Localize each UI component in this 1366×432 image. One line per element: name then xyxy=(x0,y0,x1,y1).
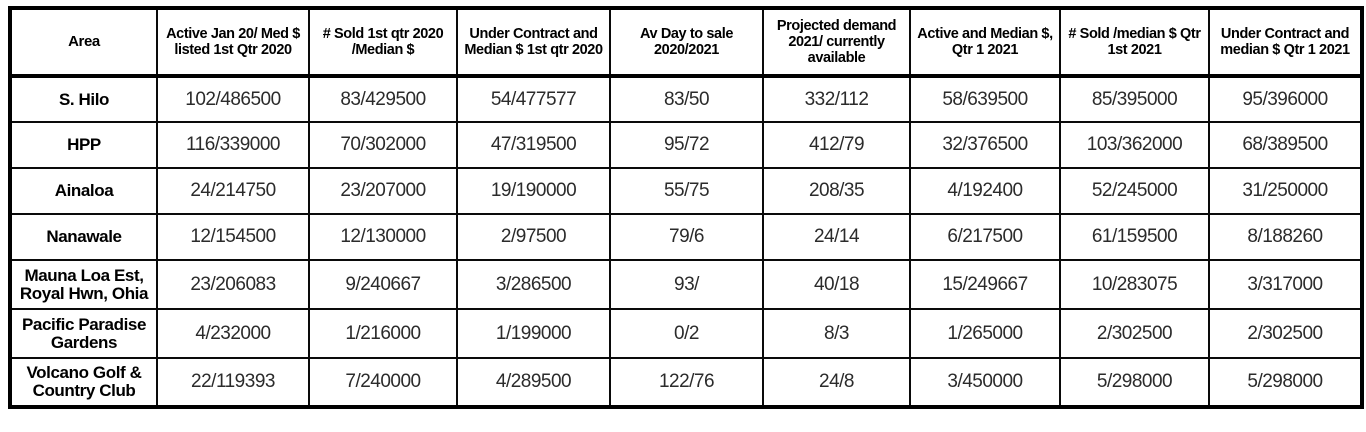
data-cell: 3/286500 xyxy=(456,259,611,310)
data-cell: 4/232000 xyxy=(156,308,310,359)
table-header: Area Active Jan 20/ Med $ listed 1st Qtr… xyxy=(9,7,1363,77)
data-cell: 24/214750 xyxy=(156,167,310,215)
area-cell: HPP xyxy=(9,121,158,169)
data-cell: 1/265000 xyxy=(909,308,1061,359)
column-header-under-contract-2020: Under Contract and Median $ 1st qtr 2020 xyxy=(456,7,611,77)
data-cell: 412/79 xyxy=(762,121,911,169)
area-cell: S. Hilo xyxy=(9,75,158,123)
data-cell: 122/76 xyxy=(609,357,764,408)
data-cell: 7/240000 xyxy=(308,357,458,408)
data-cell: 3/450000 xyxy=(909,357,1061,408)
data-cell: 47/319500 xyxy=(456,121,611,169)
data-cell: 4/192400 xyxy=(909,167,1061,215)
data-cell: 22/119393 xyxy=(156,357,310,408)
data-cell: 15/249667 xyxy=(909,259,1061,310)
data-cell: 95/72 xyxy=(609,121,764,169)
data-cell: 3/317000 xyxy=(1208,259,1363,310)
data-cell: 116/339000 xyxy=(156,121,310,169)
data-cell: 4/289500 xyxy=(456,357,611,408)
data-cell: 6/217500 xyxy=(909,213,1061,261)
data-cell: 332/112 xyxy=(762,75,911,123)
data-cell: 54/477577 xyxy=(456,75,611,123)
table-row-mauna-loa: Mauna Loa Est, Royal Hwn, Ohia 23/206083… xyxy=(9,259,1363,310)
data-cell: 0/2 xyxy=(609,308,764,359)
data-cell: 24/8 xyxy=(762,357,911,408)
data-cell: 19/190000 xyxy=(456,167,611,215)
header-row: Area Active Jan 20/ Med $ listed 1st Qtr… xyxy=(9,7,1363,77)
data-cell: 23/207000 xyxy=(308,167,458,215)
data-cell: 55/75 xyxy=(609,167,764,215)
table-row-volcano-golf: Volcano Golf & Country Club 22/119393 7/… xyxy=(9,357,1363,408)
data-cell: 8/188260 xyxy=(1208,213,1363,261)
table-row-pacific-paradise: Pacific Paradise Gardens 4/232000 1/2160… xyxy=(9,308,1363,359)
column-header-under-contract-2021: Under Contract and median $ Qtr 1 2021 xyxy=(1208,7,1363,77)
data-cell: 208/35 xyxy=(762,167,911,215)
data-cell: 68/389500 xyxy=(1208,121,1363,169)
area-cell: Ainaloa xyxy=(9,167,158,215)
column-header-avg-days: Av Day to sale 2020/2021 xyxy=(609,7,764,77)
table-row-hpp: HPP 116/339000 70/302000 47/319500 95/72… xyxy=(9,121,1363,169)
document-page: Area Active Jan 20/ Med $ listed 1st Qtr… xyxy=(8,6,1364,409)
data-cell: 83/50 xyxy=(609,75,764,123)
data-cell: 58/639500 xyxy=(909,75,1061,123)
data-cell: 5/298000 xyxy=(1208,357,1363,408)
data-cell: 61/159500 xyxy=(1059,213,1210,261)
table-row-nanawale: Nanawale 12/154500 12/130000 2/97500 79/… xyxy=(9,213,1363,261)
column-header-active-2021: Active and Median $, Qtr 1 2021 xyxy=(909,7,1061,77)
data-cell: 9/240667 xyxy=(308,259,458,310)
area-cell: Nanawale xyxy=(9,213,158,261)
data-cell: 32/376500 xyxy=(909,121,1061,169)
data-cell: 93/ xyxy=(609,259,764,310)
area-cell: Pacific Paradise Gardens xyxy=(9,308,158,359)
data-cell: 5/298000 xyxy=(1059,357,1210,408)
data-cell: 24/14 xyxy=(762,213,911,261)
data-cell: 23/206083 xyxy=(156,259,310,310)
data-cell: 102/486500 xyxy=(156,75,310,123)
area-cell: Mauna Loa Est, Royal Hwn, Ohia xyxy=(9,259,158,310)
market-statistics-table: Area Active Jan 20/ Med $ listed 1st Qtr… xyxy=(8,6,1364,409)
column-header-active-2020: Active Jan 20/ Med $ listed 1st Qtr 2020 xyxy=(156,7,310,77)
area-cell: Volcano Golf & Country Club xyxy=(9,357,158,408)
column-header-projected-demand: Projected demand 2021/ currently availab… xyxy=(762,7,911,77)
data-cell: 85/395000 xyxy=(1059,75,1210,123)
data-cell: 8/3 xyxy=(762,308,911,359)
data-cell: 31/250000 xyxy=(1208,167,1363,215)
data-cell: 70/302000 xyxy=(308,121,458,169)
data-cell: 12/154500 xyxy=(156,213,310,261)
data-cell: 12/130000 xyxy=(308,213,458,261)
data-cell: 2/302500 xyxy=(1208,308,1363,359)
data-cell: 2/97500 xyxy=(456,213,611,261)
column-header-sold-2021: # Sold /median $ Qtr 1st 2021 xyxy=(1059,7,1210,77)
column-header-sold-2020: # Sold 1st qtr 2020 /Median $ xyxy=(308,7,458,77)
data-cell: 83/429500 xyxy=(308,75,458,123)
table-body: S. Hilo 102/486500 83/429500 54/477577 8… xyxy=(9,75,1363,408)
data-cell: 79/6 xyxy=(609,213,764,261)
data-cell: 52/245000 xyxy=(1059,167,1210,215)
data-cell: 40/18 xyxy=(762,259,911,310)
table-row-s-hilo: S. Hilo 102/486500 83/429500 54/477577 8… xyxy=(9,75,1363,123)
data-cell: 103/362000 xyxy=(1059,121,1210,169)
data-cell: 1/199000 xyxy=(456,308,611,359)
data-cell: 95/396000 xyxy=(1208,75,1363,123)
data-cell: 10/283075 xyxy=(1059,259,1210,310)
data-cell: 2/302500 xyxy=(1059,308,1210,359)
column-header-area: Area xyxy=(9,7,158,77)
data-cell: 1/216000 xyxy=(308,308,458,359)
table-row-ainaloa: Ainaloa 24/214750 23/207000 19/190000 55… xyxy=(9,167,1363,215)
